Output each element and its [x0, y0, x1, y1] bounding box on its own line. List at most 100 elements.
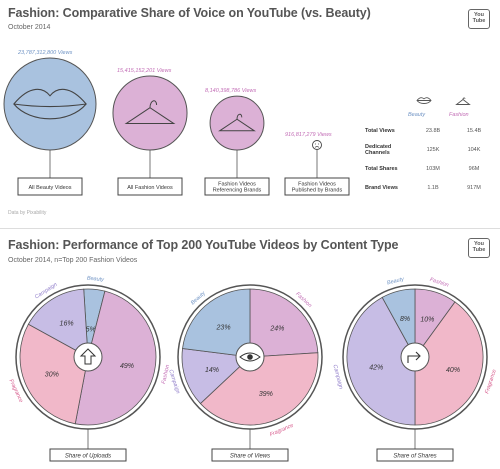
pie-center: [400, 342, 430, 372]
stats-cell: 104K: [467, 146, 481, 153]
stats-row-label: Total Views: [365, 127, 395, 134]
pie-category-label: Fashion: [429, 277, 449, 289]
eye-pupil: [247, 354, 253, 360]
col-head-fashion: Fashion: [449, 112, 469, 118]
bubble-value-label: 15,415,152,201 Views: [117, 68, 172, 74]
pie-percent-label: 23%: [216, 324, 231, 331]
pie-percent-label: 39%: [259, 391, 273, 398]
stats-table: Total Views 23.8B 15.4B Dedicated Channels 1…: [365, 121, 500, 197]
frown-eye: [318, 143, 320, 145]
stats-cell: 103M: [426, 165, 440, 172]
pie-slice-beauty: [381, 288, 416, 358]
pie-percent-label: 42%: [369, 364, 383, 371]
category-box: [204, 177, 270, 196]
pie-slice-campaign: [27, 288, 89, 358]
category-label: Fashion Videos: [298, 182, 336, 188]
bubble-all-beauty-videos: 23,787,312,800 Views All Beauty Videos: [3, 50, 97, 196]
stats-cell: 96M: [468, 165, 480, 172]
frown-eye: [314, 143, 316, 145]
stats-row: Brand Views 1.1B 917M: [365, 178, 495, 197]
pie-title: Share of Views: [230, 454, 270, 460]
category-box: [284, 177, 350, 196]
stats-row: Dedicated Channels 125K 104K: [365, 140, 495, 159]
section2-subtitle: October 2014, n=Top 200 Fashion Videos: [8, 257, 138, 264]
pie-category-label: Campaign: [331, 364, 343, 390]
section-divider: [0, 228, 500, 229]
bubble-fashion-videos-referencing-brands: 8,140,398,786 Views Fashion VideosReferen…: [204, 88, 270, 196]
section1-title: Fashion: Comparative Share of Voice on Y…: [8, 6, 371, 20]
data-source: Data by Pixability: [8, 210, 47, 216]
category-label: All Fashion Videos: [127, 185, 173, 191]
pie-category-label: Fashion: [294, 291, 312, 309]
pie-share-of-shares: 10% Fashion 40% Fragrance 42% Campaign 8% Beaut…: [331, 276, 498, 462]
pie-percent-label: 40%: [446, 367, 460, 374]
category-box: [17, 177, 83, 196]
bubble-value-label: 916,817,279 Views: [285, 132, 332, 138]
stats-cell: 23.8B: [425, 127, 441, 134]
eye-icon: [239, 352, 261, 362]
pie-category-label: Fashion: [161, 364, 171, 384]
pie-slice-fashion: [249, 288, 319, 358]
stats-cell: 15.4B: [466, 127, 482, 134]
pie-percent-label: 30%: [45, 372, 59, 379]
youtube-logo-icon-2: You Tube: [468, 238, 490, 258]
lips-icon: [416, 97, 432, 104]
pie-slice-fragrance: [414, 301, 484, 426]
bubble-value-label: 8,140,398,786 Views: [205, 88, 257, 94]
pie-share-of-views: 24%Fashion39%Fragrance14%Campaign23%Beau…: [167, 284, 323, 462]
category-box: [117, 177, 183, 196]
stats-cell: 917M: [467, 184, 481, 191]
pie-slice-campaign: [181, 348, 251, 405]
category-label: Referencing Brands: [213, 188, 262, 194]
youtube-logo-icon: You Tube: [468, 9, 490, 29]
stats-cell: 1.1B: [427, 184, 439, 191]
hanger-icon: [218, 113, 256, 132]
bubble-all-fashion-videos: 15,415,152,201 Views All Fashion Videos: [112, 68, 188, 196]
pie-percent-label: 10%: [420, 316, 434, 323]
pie-title: Share of Uploads: [65, 454, 111, 460]
section2-title: Fashion: Performance of Top 200 YouTube …: [8, 238, 399, 252]
stats-row-label: Brand Views: [365, 184, 398, 191]
stats-row-label: Dedicated Channels: [365, 143, 392, 156]
pie-category-label: Beauty: [387, 276, 406, 286]
col-head-beauty: Beauty: [408, 112, 426, 118]
share-of-voice-chart: 23,787,312,800 Views All Beauty Videos 15,…: [3, 50, 350, 196]
pie-slice-beauty: [182, 288, 251, 358]
bubble-circle: [112, 75, 188, 151]
pie-slice-fragrance: [19, 323, 89, 425]
pie-percent-label: 16%: [60, 321, 74, 328]
bubble-circle: [209, 95, 265, 151]
eye-outline: [239, 352, 261, 362]
pie-title-box: [376, 448, 454, 462]
pie-percent-label: 8%: [400, 316, 410, 323]
lips-icon: [13, 88, 87, 120]
bubble-value-label: 23,787,312,800 Views: [17, 50, 73, 56]
frown-face-icon: [312, 140, 322, 150]
stats-row-label: Total Shares: [365, 165, 398, 172]
pie-category-label: Fragrance: [484, 369, 497, 395]
pie-center: [73, 342, 103, 372]
pie-slice-campaign: [346, 296, 416, 426]
bubble-fashion-videos-published-by-brands: 916,817,279 Views Fashion VideosPublished…: [284, 132, 350, 196]
stats-row: Total Shares 103M 96M: [365, 159, 495, 178]
category-label: Published by Brands: [292, 188, 343, 194]
section1-subtitle: October 2014: [8, 24, 51, 31]
category-label: Fashion Videos: [218, 182, 256, 188]
upload-arrow-icon: [79, 348, 97, 365]
pie-percent-label: 5%: [86, 327, 96, 334]
pie-percent-label: 24%: [269, 325, 284, 332]
pie-title-box: [211, 448, 289, 462]
stats-row: Total Views 23.8B 15.4B: [365, 121, 495, 140]
pie-percent-label: 14%: [205, 367, 219, 374]
pie-category-label: Campaign: [167, 369, 180, 395]
frown-mouth: [314, 146, 320, 148]
pie-title-box: [49, 448, 127, 462]
hanger-icon: [124, 100, 176, 125]
content-type-pies: 5% Beauty 49% Fashion 30% Fragrance 16% Campaig…: [8, 276, 498, 462]
pie-slice-fashion: [74, 290, 157, 426]
category-label: All Beauty Videos: [28, 185, 71, 191]
stats-cell: 125K: [426, 146, 440, 153]
pie-category-label: Beauty: [87, 276, 106, 284]
pie-title: Share of Shares: [393, 454, 436, 460]
